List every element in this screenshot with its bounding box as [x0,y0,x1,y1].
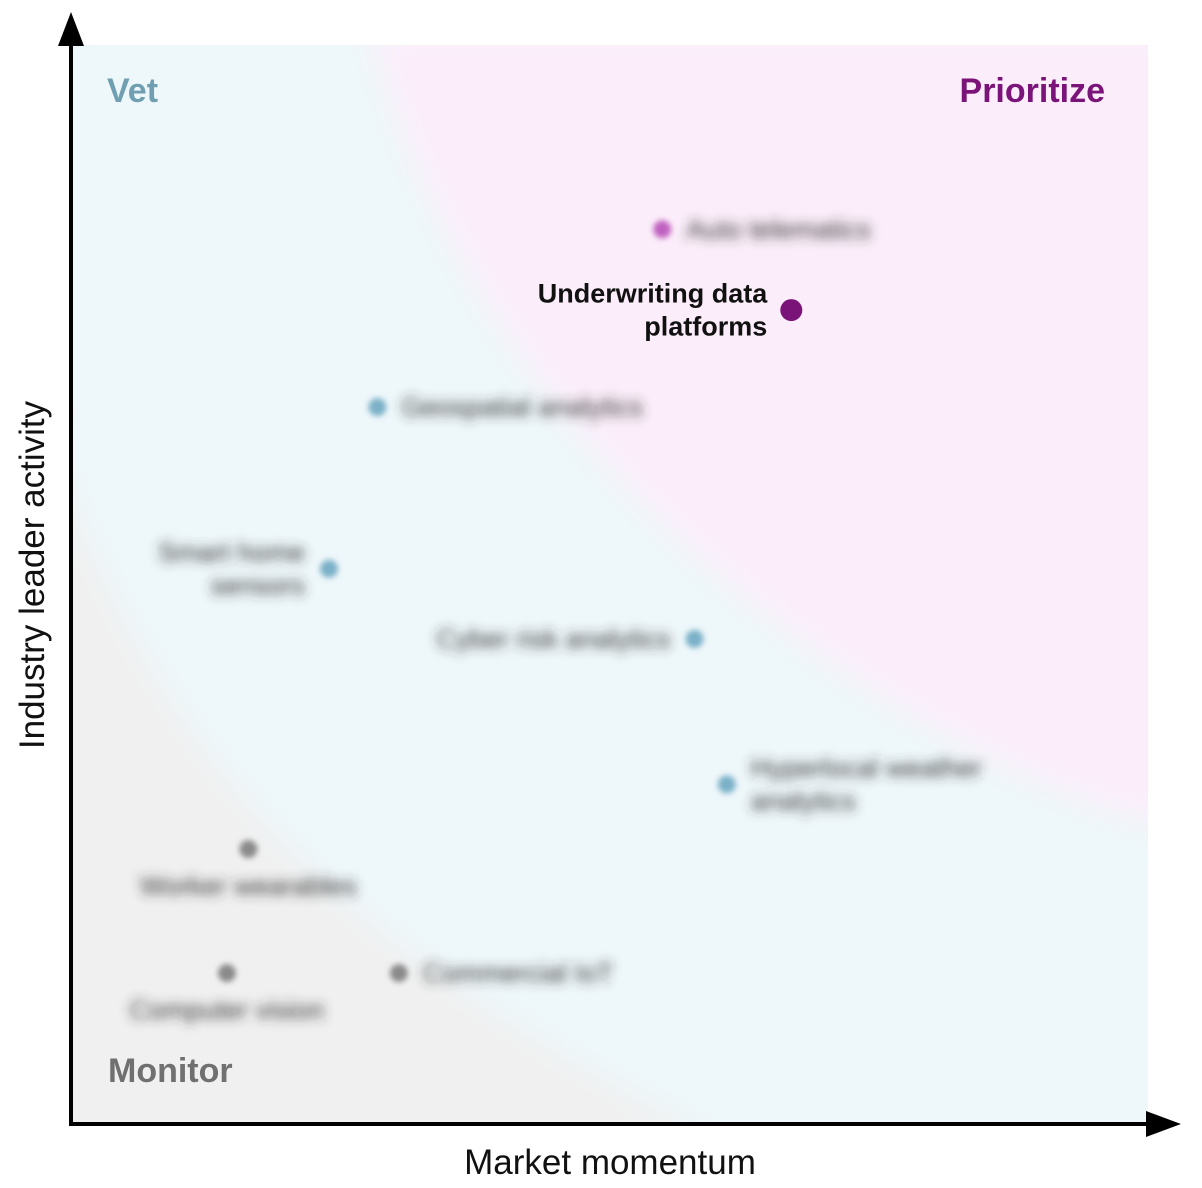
x-axis-label: Market momentum [464,1143,756,1182]
data-point-label: Geospatial analytics [401,392,643,422]
data-point [217,964,236,983]
y-axis-arrow [58,12,84,46]
data-point-label: Computer vision [129,995,324,1025]
data-points: Auto telematics Underwriting data platform… [129,214,982,1025]
data-point-group: Auto telematics [653,214,871,244]
data-point-group: Geospatial analytics [368,392,643,422]
zone-label-vet: Vet [107,72,158,110]
axes [58,12,1181,1137]
data-point-group: Hyperlocal weather analytics [717,753,982,816]
y-axis-label: Industry leader activity [13,400,52,749]
data-point-group: Commercial IoT [389,958,614,988]
data-point [685,629,704,648]
zone-label-prioritize: Prioritize [960,72,1105,110]
zone-prioritize-background [374,45,1148,822]
data-point [717,775,736,794]
data-point-group: Cyber risk analytics [436,624,704,654]
zone-label-monitor: Monitor [108,1052,233,1090]
data-point [389,964,408,983]
data-point-group: Worker wearables [140,840,357,901]
data-point [320,559,338,578]
data-point-label: Hyperlocal weather analytics [751,753,982,816]
data-point-label: Worker wearables [140,871,357,901]
data-point-label: Cyber risk analytics [436,624,670,654]
data-point [780,299,803,322]
data-point [239,840,258,859]
data-point-group: Smart home sensors [158,537,338,600]
data-point-group: Underwriting data platforms [538,279,803,342]
data-point-label: Smart home sensors [158,537,305,600]
data-point [368,398,387,417]
x-axis-arrow [1146,1111,1181,1137]
data-point-group: Computer vision [129,964,324,1025]
data-point [653,220,672,239]
data-point-label: Commercial IoT [423,958,614,988]
data-point-label: Underwriting data platforms [538,279,768,342]
data-point-label: Auto telematics [686,214,871,244]
